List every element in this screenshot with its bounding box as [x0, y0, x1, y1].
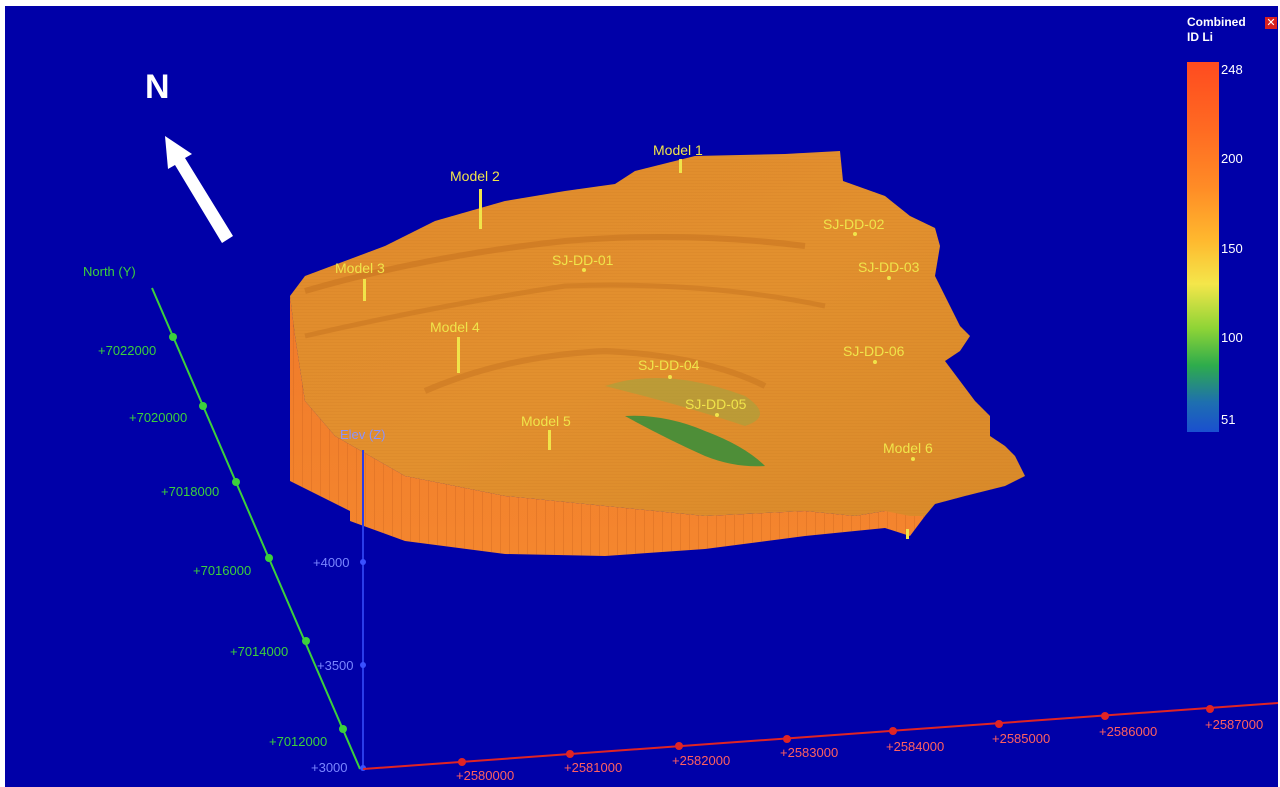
- north-axis-title: North (Y): [83, 264, 136, 279]
- east-tick-label: +2582000: [672, 753, 730, 768]
- drillhole-label[interactable]: SJ-DD-06: [843, 343, 905, 359]
- east-axis: +2580000 +2581000 +2582000 +2583000 +258…: [362, 702, 1278, 783]
- north-tick-label: +7020000: [129, 410, 187, 425]
- model-label[interactable]: Model 3: [335, 260, 385, 276]
- model-label[interactable]: Model 6: [883, 440, 933, 456]
- legend-color-bar: [1187, 62, 1219, 432]
- elev-tick-label: +3000: [311, 760, 348, 775]
- east-tick-label: +2581000: [564, 760, 622, 775]
- east-tick-label: +2587000: [1205, 717, 1263, 732]
- block-model-surface[interactable]: [290, 151, 1025, 516]
- east-tick-label: +2580000: [456, 768, 514, 783]
- legend-tick-label: 200: [1221, 151, 1243, 166]
- legend-tick-label: 150: [1221, 241, 1243, 256]
- close-icon[interactable]: ✕: [1265, 17, 1277, 29]
- model-label[interactable]: Model 4: [430, 319, 480, 335]
- legend-title: Combined ID Li: [1187, 15, 1246, 45]
- color-legend: Combined ID Li ✕: [1175, 6, 1278, 446]
- elev-tick-label: +4000: [313, 555, 350, 570]
- legend-tick-label: 248: [1221, 62, 1243, 77]
- east-tick-label: +2583000: [780, 745, 838, 760]
- drillhole-label[interactable]: SJ-DD-01: [552, 252, 614, 268]
- east-tick-label: +2586000: [1099, 724, 1157, 739]
- east-tick-label: +2585000: [992, 731, 1050, 746]
- legend-tick-label: 100: [1221, 330, 1243, 345]
- north-arrow-icon: [165, 136, 233, 243]
- north-tick-label: +7018000: [161, 484, 219, 499]
- elev-axis-title: Elev (Z): [340, 427, 386, 442]
- drillhole-label[interactable]: SJ-DD-02: [823, 216, 885, 232]
- drillhole-label[interactable]: SJ-DD-04: [638, 357, 700, 373]
- legend-tick-label: 51: [1221, 412, 1236, 427]
- drillhole-label[interactable]: SJ-DD-03: [858, 259, 920, 275]
- north-tick-label: +7016000: [193, 563, 251, 578]
- north-label: N: [145, 68, 170, 106]
- drillhole-markers: SJ-DD-01 SJ-DD-02 SJ-DD-03 SJ-DD-04 SJ-D…: [552, 216, 920, 461]
- east-tick-label: +2584000: [886, 739, 944, 754]
- legend-title-line2: ID Li: [1187, 30, 1213, 44]
- elev-axis: Elev (Z) +4000 +3500 +3000: [311, 427, 386, 775]
- block-model-side: [290, 296, 925, 556]
- drillhole-label[interactable]: SJ-DD-05: [685, 396, 747, 412]
- 3d-scene[interactable]: North (Y) +7022000 +7020000 +7018000 +70…: [5, 6, 1278, 787]
- elev-tick-label: +3500: [317, 658, 354, 673]
- model-label[interactable]: Model 5: [521, 413, 571, 429]
- north-axis: North (Y) +7022000 +7020000 +7018000 +70…: [83, 264, 361, 770]
- 3d-viewport[interactable]: North (Y) +7022000 +7020000 +7018000 +70…: [5, 6, 1278, 787]
- model-label[interactable]: Model 1: [653, 142, 703, 158]
- north-tick-label: +7022000: [98, 343, 156, 358]
- north-tick-label: +7012000: [269, 734, 327, 749]
- legend-title-line1: Combined: [1187, 15, 1246, 29]
- model-label[interactable]: Model 2: [450, 168, 500, 184]
- model-markers: Model 1 Model 2 Model 3 Model 4 Model 5 …: [335, 142, 933, 539]
- north-tick-label: +7014000: [230, 644, 288, 659]
